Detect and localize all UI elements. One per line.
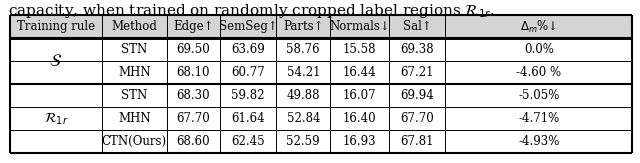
Text: 52.59: 52.59 [287, 135, 320, 148]
Text: CTN(Ours): CTN(Ours) [102, 135, 167, 148]
Text: Parts↑: Parts↑ [283, 20, 324, 33]
Text: Normals↓: Normals↓ [330, 20, 390, 33]
Text: 58.76: 58.76 [287, 43, 320, 56]
Text: 16.40: 16.40 [343, 112, 377, 125]
Text: STN: STN [121, 43, 148, 56]
Text: $\mathcal{S}$: $\mathcal{S}$ [49, 52, 63, 69]
Text: 68.30: 68.30 [177, 89, 211, 102]
Text: Sal↑: Sal↑ [403, 20, 432, 33]
Text: STN: STN [121, 89, 148, 102]
Text: 68.60: 68.60 [177, 135, 211, 148]
Text: Training rule: Training rule [17, 20, 95, 33]
Text: 69.94: 69.94 [401, 89, 435, 102]
Text: 68.10: 68.10 [177, 66, 210, 79]
Text: -4.60 %: -4.60 % [516, 66, 561, 79]
Text: -4.71%: -4.71% [518, 112, 559, 125]
Text: 67.70: 67.70 [401, 112, 435, 125]
Text: capacity, when trained on randomly cropped label regions $\mathcal{R}_{1r}$.: capacity, when trained on randomly cropp… [8, 2, 495, 20]
Text: 69.50: 69.50 [177, 43, 211, 56]
Text: -5.05%: -5.05% [518, 89, 559, 102]
Text: 0.0%: 0.0% [524, 43, 554, 56]
Text: $\Delta_m$%↓: $\Delta_m$%↓ [520, 18, 557, 35]
Text: 49.88: 49.88 [287, 89, 320, 102]
Text: SemSeg↑: SemSeg↑ [219, 20, 278, 33]
Text: $\mathcal{R}_{1r}$: $\mathcal{R}_{1r}$ [44, 110, 68, 127]
Text: 60.77: 60.77 [231, 66, 265, 79]
Bar [10, 38, 632, 153]
Text: 69.38: 69.38 [401, 43, 434, 56]
Text: MHN: MHN [118, 66, 150, 79]
Text: 63.69: 63.69 [231, 43, 265, 56]
Text: 59.82: 59.82 [232, 89, 265, 102]
Text: 52.84: 52.84 [287, 112, 320, 125]
Text: 67.21: 67.21 [401, 66, 434, 79]
Bar [10, 15, 632, 38]
Text: 54.21: 54.21 [287, 66, 320, 79]
Text: 61.64: 61.64 [232, 112, 265, 125]
Text: 16.93: 16.93 [343, 135, 377, 148]
Text: 16.44: 16.44 [343, 66, 377, 79]
Text: -4.93%: -4.93% [518, 135, 559, 148]
Text: Method: Method [111, 20, 157, 33]
Text: MHN: MHN [118, 112, 150, 125]
Text: 67.81: 67.81 [401, 135, 434, 148]
Text: Edge↑: Edge↑ [173, 20, 214, 33]
Text: 16.07: 16.07 [343, 89, 377, 102]
Text: 15.58: 15.58 [343, 43, 376, 56]
Text: 62.45: 62.45 [232, 135, 265, 148]
Text: 67.70: 67.70 [177, 112, 211, 125]
